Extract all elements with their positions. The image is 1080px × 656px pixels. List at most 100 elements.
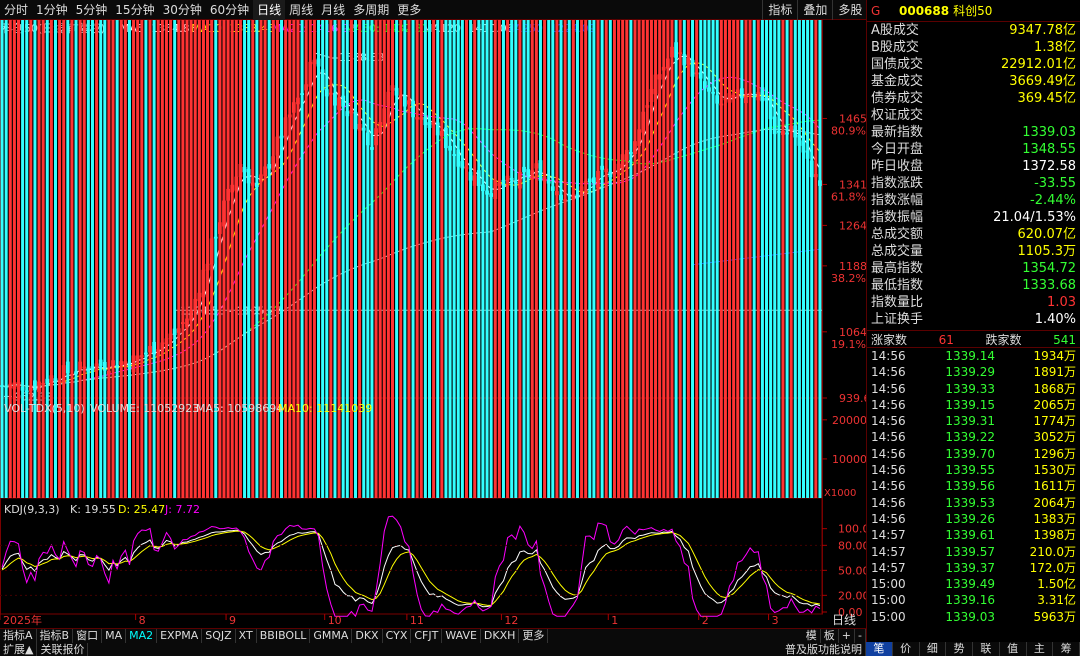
indicator-tab[interactable]: MA [102, 629, 127, 643]
volume-bar [173, 20, 177, 498]
volume-bar [243, 20, 247, 498]
extra-tab[interactable]: 关联报价 [37, 643, 89, 656]
fib-label: 80.9% [831, 124, 866, 137]
trade-row: 14:56 1339.31 1774万 [867, 413, 1080, 429]
volume-bar [666, 20, 670, 498]
trade-volume: 5963万 [1033, 609, 1076, 624]
indicator-tab[interactable]: 指标A [0, 629, 37, 643]
indicator-tab[interactable]: 指标B [37, 629, 74, 643]
period-tab[interactable]: 60分钟 [209, 2, 250, 17]
quote-tab[interactable]: 细 [920, 642, 947, 656]
trade-list[interactable]: 14:56 1339.14 1934万 14:56 1339.29 1891万 14:56 1… [867, 348, 1080, 625]
period-tab[interactable]: 分时 [4, 2, 29, 17]
extra-tab[interactable]: 扩展▲ [0, 643, 38, 656]
volume-bar [251, 20, 255, 498]
trade-volume: 1398万 [1033, 528, 1076, 543]
volume-bar [555, 20, 559, 498]
indicator-tab[interactable]: 更多 [519, 629, 549, 643]
quote-tab[interactable]: 主 [1027, 642, 1054, 656]
indicator-tab[interactable]: GMMA [310, 629, 353, 643]
volume-bar [617, 20, 621, 498]
down-count: 541 [1053, 333, 1076, 347]
add-button[interactable]: + [839, 629, 856, 643]
quote-tab[interactable]: 联 [973, 642, 1000, 656]
quote-tab[interactable]: 筹 [1053, 642, 1080, 656]
help-link[interactable]: 普及版功能说明 [782, 643, 866, 656]
trade-row: 14:57 1339.61 1398万 [867, 527, 1080, 543]
period-tab[interactable]: 30分钟 [162, 2, 202, 17]
quote-tab[interactable]: 势 [946, 642, 973, 656]
template-tab[interactable]: 板 [821, 629, 839, 643]
period-tab[interactable]: 月线 [321, 2, 346, 17]
indicator-tab[interactable]: XT [236, 629, 257, 643]
price-tick-label: 1264 [839, 219, 866, 232]
indicator-tab[interactable]: DKXH [481, 629, 520, 643]
indicator-tab[interactable]: CYX [383, 629, 412, 643]
trade-volume: 3052万 [1033, 430, 1076, 445]
stat-value: 620.07亿 [1017, 227, 1077, 242]
tool-button[interactable]: 指标 [762, 0, 797, 20]
volume-bar [0, 20, 4, 498]
volume-bar [756, 20, 760, 498]
remove-button[interactable]: - [855, 629, 866, 643]
trade-price: 1339.61 [945, 528, 995, 543]
volume-bar [543, 20, 547, 498]
month-label: 9 [229, 614, 236, 627]
trade-volume: 3.31亿 [1037, 593, 1076, 608]
volume-bar [703, 20, 707, 498]
volume-bar [436, 20, 440, 498]
template-tab[interactable]: 模 [803, 629, 821, 643]
kline-chart[interactable]: 1104.50 - 1105.271588.83952.33146580.9%1… [0, 20, 866, 628]
volume-bar [325, 20, 329, 498]
indicator-tab[interactable]: 窗口 [73, 629, 103, 643]
indicator-tab[interactable]: BBIBOLL [257, 629, 311, 643]
trade-price: 1339.57 [945, 544, 995, 559]
period-tab[interactable]: 1分钟 [36, 2, 68, 17]
stat-label: 指数涨跌 [871, 176, 924, 191]
volume-bar [695, 20, 699, 498]
volume-bar [271, 20, 275, 498]
trade-volume: 210.0万 [1029, 544, 1076, 559]
volume-bar [473, 20, 477, 498]
up-count: 61 [938, 333, 954, 347]
indicator-tab[interactable]: CFJT [411, 629, 443, 643]
volume-bar [82, 20, 86, 498]
indicator-tab[interactable]: WAVE [442, 629, 481, 643]
period-tab[interactable]: 周线 [289, 2, 314, 17]
indicator-tab[interactable]: DKX [352, 629, 383, 643]
stat-label: 今日开盘 [871, 142, 924, 157]
volume-bar [70, 20, 74, 498]
volume-bar [29, 20, 33, 498]
tool-button[interactable]: 多股 [832, 0, 867, 20]
period-tab[interactable]: 5分钟 [75, 2, 108, 17]
trade-row: 14:56 1339.53 2064万 [867, 495, 1080, 511]
trade-volume: 1383万 [1033, 511, 1076, 526]
volume-bar [818, 20, 822, 498]
volume-bar [588, 20, 592, 498]
tool-button[interactable]: 叠加 [797, 0, 832, 20]
stat-value: 1.40% [1034, 312, 1076, 327]
month-label: 2 [702, 614, 709, 627]
volume-bar [160, 20, 164, 498]
volume-bar [12, 20, 16, 498]
trade-volume: 2064万 [1033, 495, 1076, 510]
indicator-tab[interactable]: SQJZ [202, 629, 236, 643]
indicator-tab[interactable]: EXPMA [157, 629, 203, 643]
period-tab[interactable]: 15分钟 [115, 2, 155, 17]
period-tab[interactable]: 日线 [253, 0, 286, 20]
volume-bar [362, 20, 366, 498]
volume-bar [522, 20, 526, 498]
trade-time: 14:56 [871, 446, 906, 461]
trade-price: 1339.33 [945, 381, 995, 396]
volume-bar [765, 20, 769, 498]
quote-tab[interactable]: 笔 [866, 642, 893, 656]
quote-tab[interactable]: 值 [1000, 642, 1027, 656]
volume-bar [4, 20, 8, 498]
quote-tab[interactable]: 价 [893, 642, 920, 656]
trade-volume: 172.0万 [1029, 560, 1076, 575]
indicator-tab[interactable]: MA2 [126, 629, 158, 643]
period-tab[interactable]: 多周期 [353, 2, 390, 17]
volume-bar [423, 20, 427, 498]
volume-bar [119, 20, 123, 498]
period-tab[interactable]: 更多 [397, 2, 422, 17]
